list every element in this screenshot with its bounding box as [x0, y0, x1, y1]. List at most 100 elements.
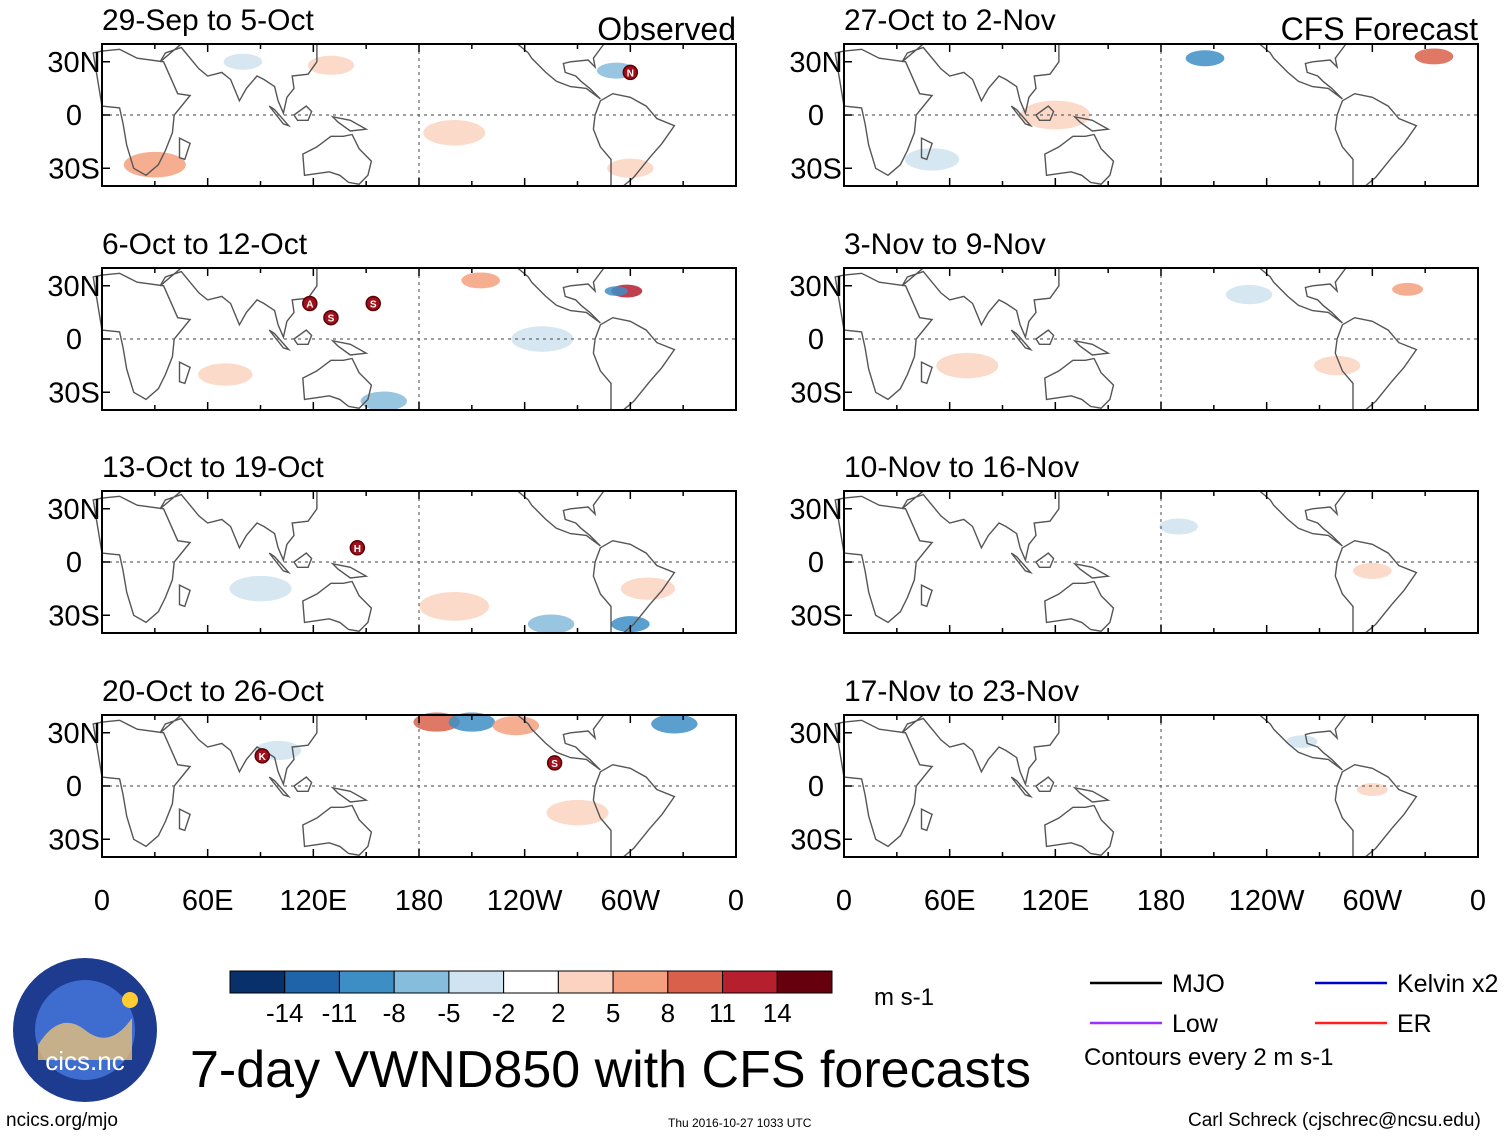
anomaly-blob: [360, 391, 408, 411]
coastline: [293, 105, 313, 122]
x-tick-label: 180: [1137, 885, 1185, 917]
storm-marker: K: [254, 748, 271, 764]
y-tick-label: 30N: [47, 494, 100, 526]
y-tick-label: 0: [808, 100, 824, 132]
map-panel-fc-2: 30N 0 30S 3-Nov to 9-Nov: [789, 228, 1479, 411]
coastline: [178, 807, 191, 832]
coastline: [592, 92, 676, 187]
x-tick-label: 60W: [1343, 885, 1403, 917]
x-axes: 0 60E 120E 180 120W 60W 0 0 60E 120E 180 120W 60W 0: [94, 885, 1486, 917]
map-panel-fc-4: 30N 0 30S 17-Nov to 23-Nov: [789, 675, 1479, 858]
anomaly-blob: [448, 712, 496, 732]
coastline: [92, 719, 192, 848]
panel-date-label: 20-Oct to 26-Oct: [102, 675, 324, 708]
coastline: [920, 360, 933, 385]
storm-letter: A: [306, 300, 313, 311]
contour-note: Contours every 2 m s-1: [1084, 1044, 1334, 1071]
colorbar-swatch: [612, 970, 669, 994]
map-panel-fc-1: 30N 0 30S 27-Oct to 2-Nov CFS Forecast: [789, 4, 1479, 187]
figure-title: 7-day VWND850 with CFS forecasts: [190, 1041, 1031, 1099]
anomaly-blob: [307, 55, 355, 75]
panel-date-label: 10-Nov to 16-Nov: [844, 451, 1079, 484]
footer-url[interactable]: ncics.org/mjo: [6, 1110, 118, 1131]
anomaly-blob: [607, 158, 654, 178]
coastline: [1010, 105, 1033, 128]
coastline: [330, 562, 369, 579]
coastline: [834, 719, 934, 848]
panel-date-label: 29-Sep to 5-Oct: [102, 4, 314, 37]
x-tick-label: 60E: [182, 885, 234, 917]
footer-timestamp: Thu 2016-10-27 1033 UTC: [668, 1116, 812, 1130]
panel-date-label: 27-Oct to 2-Nov: [844, 4, 1056, 37]
anomaly-blob: [1352, 562, 1392, 579]
coastline: [293, 776, 313, 792]
y-tick-label: 30S: [48, 600, 100, 632]
anomaly-blob: [492, 716, 540, 736]
colorbar-swatch: [667, 970, 724, 994]
anomaly-blob: [511, 326, 574, 352]
anomaly-blob: [546, 799, 609, 826]
coastline: [1035, 105, 1055, 122]
anomaly-blob: [651, 714, 698, 734]
anomaly-blob: [413, 712, 460, 732]
storm-icon: [254, 748, 271, 764]
x-tick-label: 60E: [924, 885, 976, 917]
coastline: [1035, 776, 1055, 792]
colorbar-label: -11: [322, 998, 358, 1028]
coastline: [302, 133, 373, 185]
coastline: [1044, 357, 1115, 409]
storm-letter: S: [328, 314, 335, 325]
coastline: [1035, 552, 1055, 568]
map-panel-obs-4: 30N 0 30S 20-Oct to 26-Oct: [47, 675, 737, 858]
y-tick-label: 0: [66, 771, 82, 803]
map-panel-obs-2: 30N 0 30S 6-Oct to 12-Oct: [47, 228, 737, 411]
anomaly-blob: [527, 614, 575, 634]
x-tick-label: 60W: [601, 885, 661, 917]
coastline: [302, 580, 373, 632]
colorbar-label: 5: [606, 998, 620, 1028]
anomaly-blob: [904, 148, 960, 171]
y-tick-label: 30N: [47, 47, 100, 79]
coastline: [592, 316, 676, 411]
coastline: [834, 48, 934, 177]
anomaly-blob: [936, 352, 999, 379]
y-tick-label: 30S: [790, 600, 842, 632]
y-tick-label: 0: [66, 547, 82, 579]
anomaly-blob: [604, 286, 628, 296]
coastline: [920, 807, 933, 832]
logo-name: cics.nc: [45, 1046, 124, 1076]
storm-icon: [365, 295, 381, 312]
anomaly-blob: [1313, 356, 1361, 376]
coastline: [293, 329, 313, 345]
coastline: [834, 272, 934, 401]
contour-legend: MJO Low Kelvin x2 ER: [1090, 970, 1498, 1038]
legend-label: Low: [1172, 1010, 1219, 1038]
y-tick-label: 30S: [790, 377, 842, 409]
anomaly-blob: [423, 119, 486, 146]
colorbar-swatch: [338, 970, 395, 994]
coastline: [178, 583, 191, 608]
storm-letter: N: [627, 68, 634, 79]
y-tick-label: 30N: [789, 47, 842, 79]
coastline: [178, 136, 191, 161]
coastline: [330, 339, 369, 356]
colorbar-units: m s-1: [874, 984, 934, 1011]
forecast-header: CFS Forecast: [1281, 11, 1478, 47]
coastline: [1334, 316, 1418, 411]
x-tick-label: 0: [1470, 885, 1486, 917]
colorbar-label: 2: [551, 998, 565, 1028]
colorbar-label: -8: [383, 998, 406, 1028]
x-tick-label: 120W: [1229, 885, 1305, 917]
coastline: [901, 490, 1060, 563]
colorbar-swatch: [284, 970, 340, 994]
y-tick-label: 30N: [789, 718, 842, 750]
y-tick-label: 0: [808, 547, 824, 579]
y-tick-label: 0: [66, 100, 82, 132]
y-tick-label: 30N: [789, 271, 842, 303]
anomaly-blob: [198, 363, 253, 386]
coastline: [1044, 133, 1115, 185]
colorbar-swatch: [229, 970, 286, 994]
anomaly-blob: [1159, 518, 1198, 535]
anomaly-blob: [1392, 282, 1424, 296]
x-tick-label: 0: [728, 885, 744, 917]
